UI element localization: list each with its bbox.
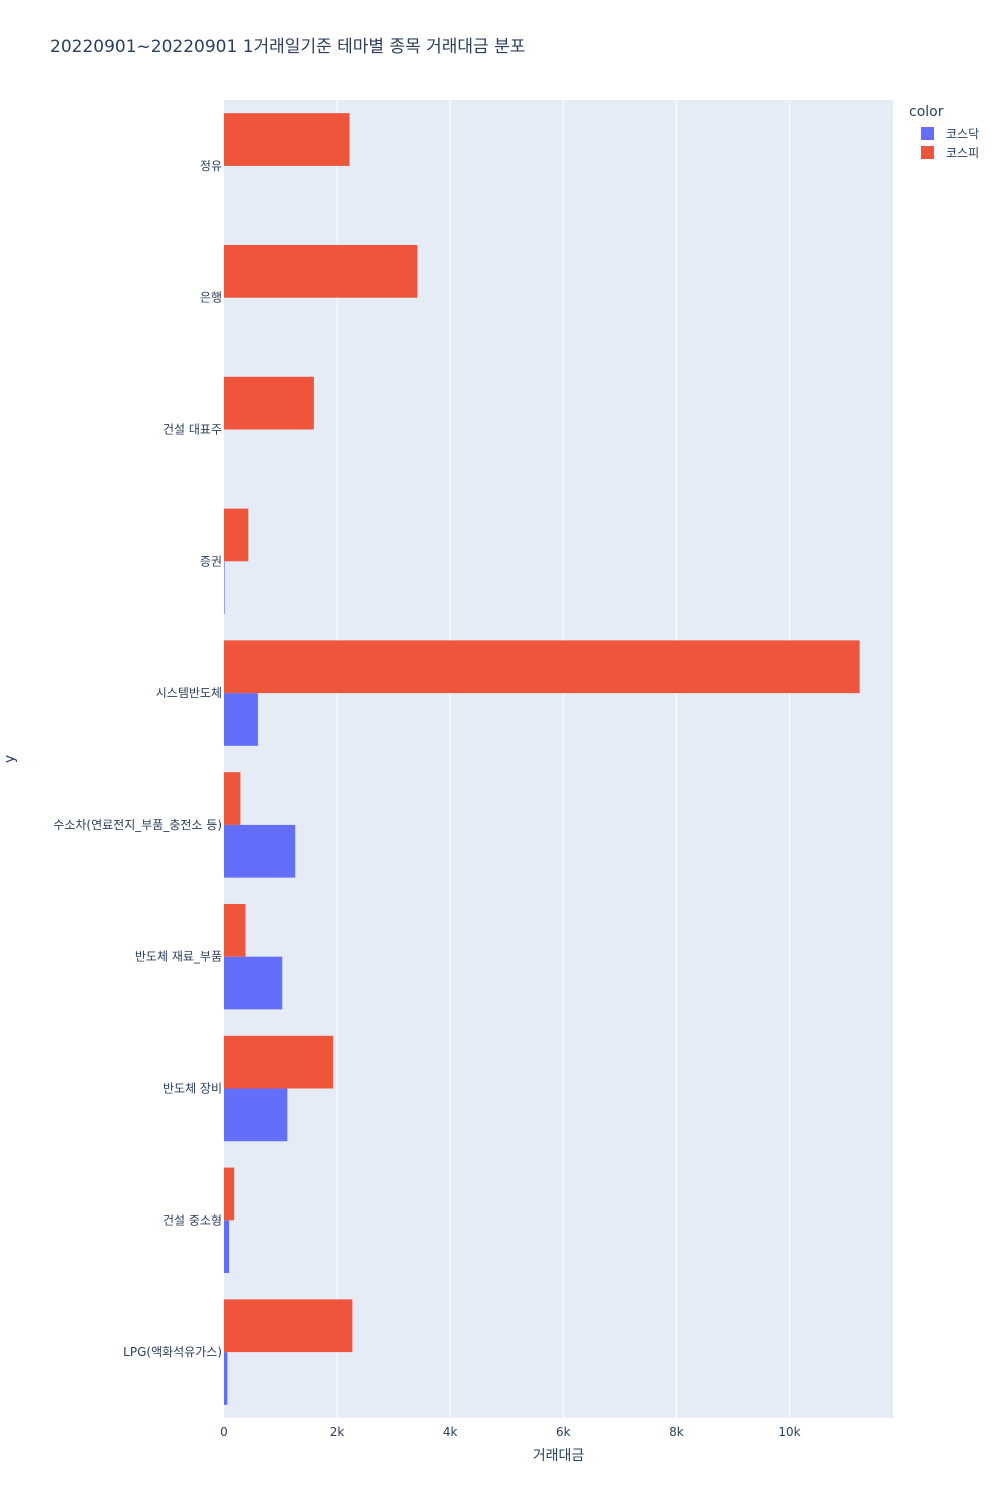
y-tick-label: 은행	[200, 290, 222, 305]
bar-코스닥-5[interactable]	[224, 824, 296, 878]
legend-item[interactable]: 코스피	[909, 143, 979, 162]
bars	[224, 113, 860, 1405]
y-tick-label: 수소차(연료전지_부품_충전소 등)	[53, 818, 222, 832]
bar-코스닥-6[interactable]	[224, 956, 283, 1010]
bar-코스피-6[interactable]	[224, 903, 246, 957]
x-tick-label: 0	[220, 1425, 228, 1439]
bar-코스피-9[interactable]	[224, 1299, 353, 1353]
grid-lines	[336, 100, 791, 1418]
legend-title: color	[909, 104, 944, 120]
plot-background	[224, 100, 893, 1418]
y-tick-label: 정유	[200, 159, 222, 173]
bar-코스피-7[interactable]	[224, 1035, 334, 1089]
legend-swatch	[921, 127, 934, 140]
bar-코스피-4[interactable]	[224, 640, 860, 694]
bar-코스피-2[interactable]	[224, 376, 314, 430]
y-tick-label: 반도체 장비	[163, 1082, 222, 1096]
x-tick-label: 4k	[443, 1425, 458, 1439]
bar-코스피-0[interactable]	[224, 113, 350, 166]
y-tick-label: 건설 대표주	[163, 423, 222, 437]
legend-swatch	[921, 146, 934, 159]
bar-코스피-3[interactable]	[224, 508, 249, 562]
x-axis-title: 거래대금	[533, 1448, 585, 1464]
bar-코스닥-9[interactable]	[224, 1352, 228, 1405]
legend-label: 코스피	[946, 146, 980, 160]
y-tick-label: 시스템반도체	[156, 686, 222, 700]
y-tick-label: 증권	[200, 554, 222, 568]
bar-코스닥-7[interactable]	[224, 1088, 288, 1142]
x-tick-label: 10k	[778, 1425, 800, 1439]
x-tick-label: 2k	[330, 1425, 345, 1439]
x-tick-label: 8k	[669, 1425, 684, 1439]
y-axis-title: y	[2, 755, 18, 763]
y-tick-label: 건설 중소형	[163, 1213, 222, 1227]
x-tick-labels: 0 2k 4k 6k 8k 10k	[220, 1425, 800, 1439]
x-tick-label: 6k	[556, 1425, 571, 1439]
y-tick-label: LPG(액화석유가스)	[123, 1345, 222, 1359]
legend-item[interactable]: 코스닥	[909, 124, 979, 143]
bar-코스피-5[interactable]	[224, 772, 241, 825]
legend-label: 코스닥	[946, 127, 980, 141]
bar-코스닥-8[interactable]	[224, 1220, 230, 1274]
bar-코스피-8[interactable]	[224, 1167, 235, 1221]
chart-title: 20220901~20220901 1거래일기준 테마별 종목 거래대금 분포	[50, 37, 526, 57]
bar-코스닥-4[interactable]	[224, 693, 258, 746]
bar-코스피-1[interactable]	[224, 244, 418, 298]
bar-코스닥-3[interactable]	[224, 561, 225, 615]
y-tick-label: 반도체 재료_부품	[135, 950, 222, 964]
